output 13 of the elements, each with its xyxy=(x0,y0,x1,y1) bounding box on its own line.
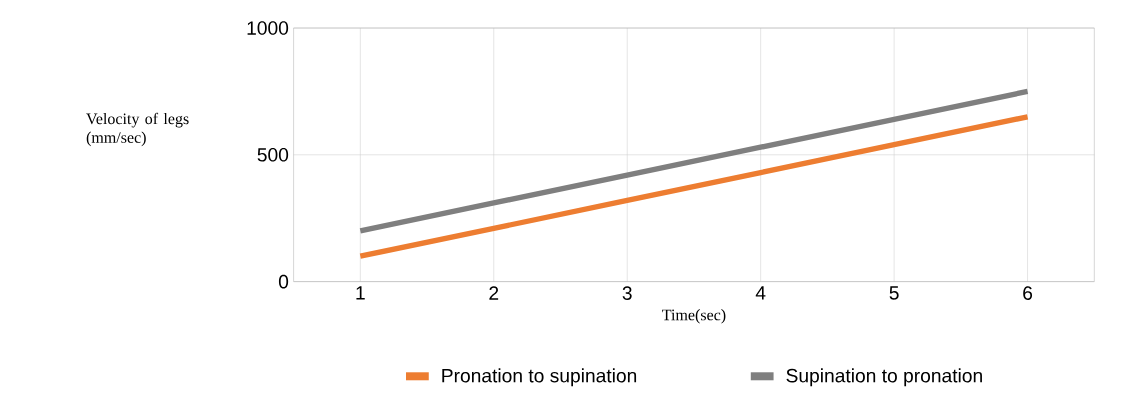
y-tick-label: 1000 xyxy=(247,21,289,35)
x-tick-label: 3 xyxy=(622,286,632,300)
x-tick-label: 6 xyxy=(1023,286,1033,300)
y-tick-label: 0 xyxy=(278,274,289,289)
legend-label: Pronation to supination xyxy=(442,368,637,387)
x-tick-label: 5 xyxy=(889,286,899,300)
y-tick-label: 500 xyxy=(257,147,289,162)
x-tick-label: 1 xyxy=(356,286,365,300)
y-axis-title: Velocity of legs (mm/sec) xyxy=(86,112,189,146)
x-tick-label: 4 xyxy=(755,286,766,300)
legend-label: Supination to pronation xyxy=(786,368,982,387)
x-axis-title: Time(sec) xyxy=(662,308,726,324)
x-tick-label: 2 xyxy=(489,286,499,300)
